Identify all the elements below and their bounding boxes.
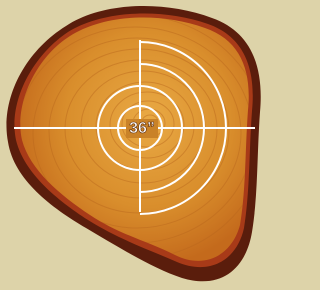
page: 36” (() => { const data = JSON.parse(doc… bbox=[0, 0, 267, 290]
tree-slice-illustration: 36” bbox=[0, 0, 267, 290]
diameter-label: 36” bbox=[129, 120, 155, 137]
